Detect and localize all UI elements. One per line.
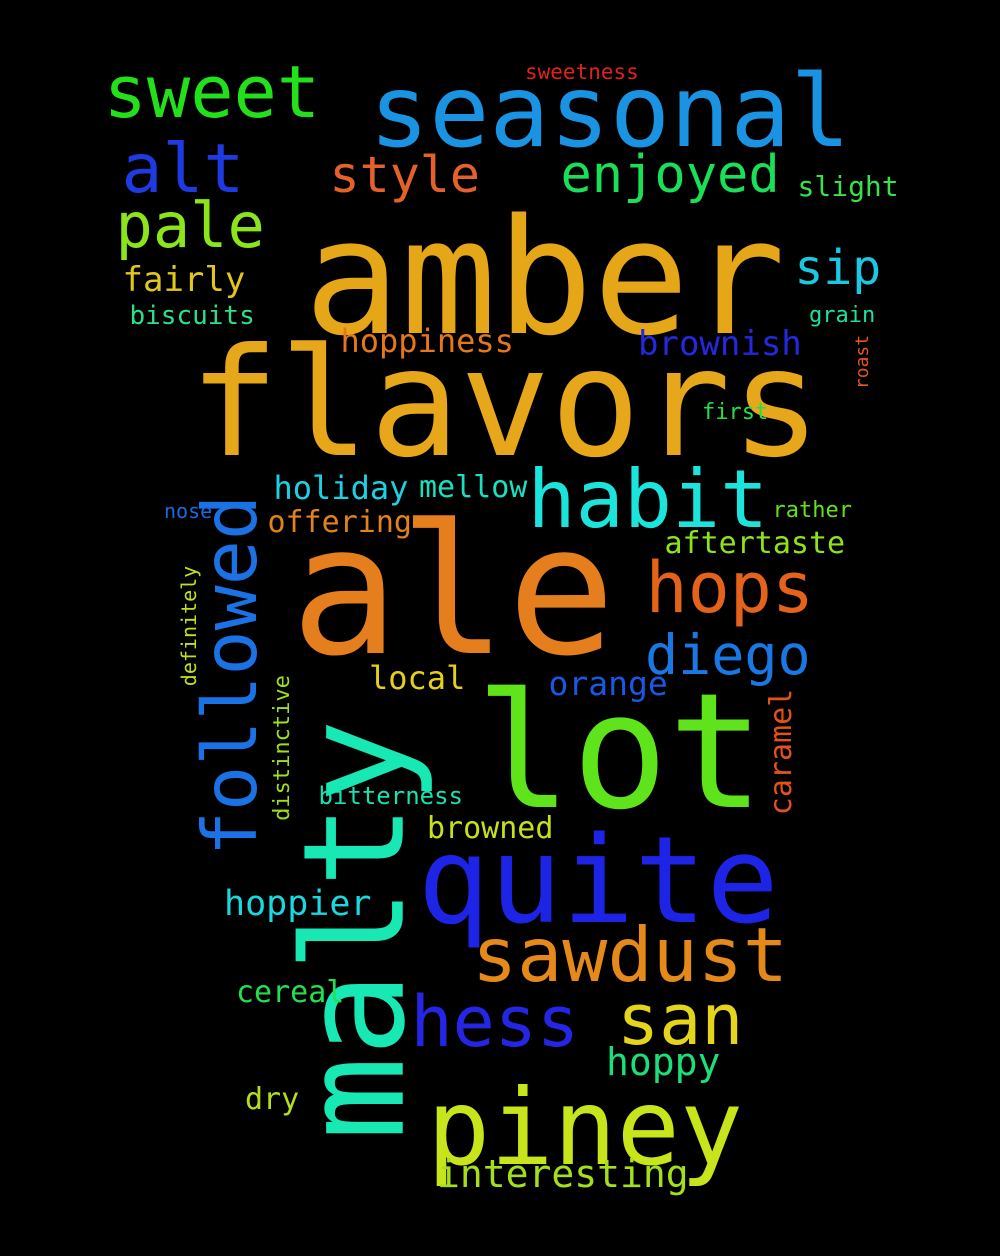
word-pale: pale xyxy=(115,189,265,262)
word-browned: browned xyxy=(427,811,554,846)
word-offering: offering xyxy=(267,505,413,540)
word-sweetness: sweetness xyxy=(525,59,639,84)
word-interesting: interesting xyxy=(437,1152,689,1196)
word-fairly: fairly xyxy=(122,260,246,300)
word-hops: hops xyxy=(645,547,815,629)
word-style: style xyxy=(329,146,481,204)
word-rather: rather xyxy=(772,498,852,523)
word-piney: piney xyxy=(427,1066,744,1189)
word-habit: habit xyxy=(527,453,769,546)
word-seasonal: seasonal xyxy=(369,53,851,170)
word-sawdust: sawdust xyxy=(472,910,789,999)
word-lot: lot xyxy=(475,658,765,845)
word-holiday: holiday xyxy=(273,469,409,507)
word-definitely: definitely xyxy=(177,565,202,687)
word-amber: amber xyxy=(304,184,786,371)
word-mellow: mellow xyxy=(419,470,528,505)
word-enjoyed: enjoyed xyxy=(560,145,780,205)
word-first: first xyxy=(702,400,769,425)
word-diego: diego xyxy=(645,622,811,687)
word-biscuits: biscuits xyxy=(129,301,255,331)
word-roast: roast xyxy=(852,334,874,390)
word-followed: followed xyxy=(185,494,274,856)
word-local: local xyxy=(369,659,466,697)
word-flavors: flavors xyxy=(189,317,822,491)
word-dry: dry xyxy=(245,1082,300,1117)
word-hoppy: hoppy xyxy=(606,1040,721,1084)
word-nose: nose xyxy=(164,499,213,523)
word-slight: slight xyxy=(797,170,899,203)
word-sip: sip xyxy=(794,240,882,296)
word-hoppier: hoppier xyxy=(224,883,372,924)
word-orange: orange xyxy=(548,663,668,703)
word-hess: hess xyxy=(410,981,580,1063)
word-aftertaste: aftertaste xyxy=(664,526,846,561)
word-brownish: brownish xyxy=(638,324,802,364)
word-san: san xyxy=(617,979,744,1061)
word-ale: ale xyxy=(290,487,616,696)
word-distinctive: distinctive xyxy=(269,675,295,821)
word-bitterness: bitterness xyxy=(318,782,464,810)
word-sweet: sweet xyxy=(103,50,321,134)
word-alt: alt xyxy=(121,130,245,209)
word-cereal: cereal xyxy=(236,975,345,1010)
word-grain: grain xyxy=(809,303,876,328)
word-quite: quite xyxy=(417,812,779,951)
word-caramel: caramel xyxy=(764,688,800,816)
word-hoppiness: hoppiness xyxy=(340,322,514,360)
